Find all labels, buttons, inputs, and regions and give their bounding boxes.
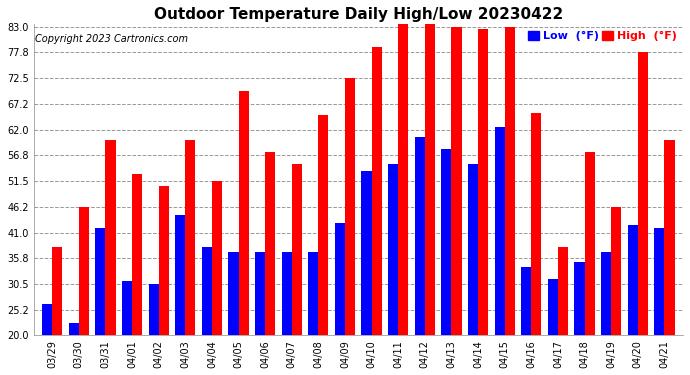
Bar xyxy=(282,252,292,335)
Bar xyxy=(468,164,478,335)
Bar xyxy=(228,252,239,335)
Bar xyxy=(425,24,435,335)
Legend: Low  (°F), High  (°F): Low (°F), High (°F) xyxy=(524,27,681,46)
Bar xyxy=(308,252,318,335)
Bar xyxy=(575,262,584,335)
Bar xyxy=(548,279,558,335)
Bar xyxy=(558,247,568,335)
Bar xyxy=(504,27,515,335)
Bar xyxy=(451,27,462,335)
Bar xyxy=(372,46,382,335)
Bar xyxy=(79,207,89,335)
Bar xyxy=(601,252,611,335)
Bar xyxy=(611,207,621,335)
Bar xyxy=(42,303,52,335)
Bar xyxy=(584,152,595,335)
Bar xyxy=(186,140,195,335)
Bar xyxy=(52,247,62,335)
Bar xyxy=(398,24,408,335)
Bar xyxy=(654,228,664,335)
Bar xyxy=(478,29,489,335)
Bar xyxy=(69,323,79,335)
Bar xyxy=(175,215,186,335)
Bar xyxy=(95,228,106,335)
Bar xyxy=(201,247,212,335)
Text: Copyright 2023 Cartronics.com: Copyright 2023 Cartronics.com xyxy=(35,34,188,44)
Bar xyxy=(388,164,398,335)
Bar xyxy=(265,152,275,335)
Bar xyxy=(122,282,132,335)
Bar xyxy=(442,149,451,335)
Bar xyxy=(345,78,355,335)
Bar xyxy=(362,171,372,335)
Bar xyxy=(664,140,675,335)
Bar xyxy=(292,164,302,335)
Bar xyxy=(212,181,222,335)
Bar xyxy=(159,186,169,335)
Bar xyxy=(255,252,265,335)
Bar xyxy=(628,225,638,335)
Bar xyxy=(239,91,248,335)
Bar xyxy=(132,174,142,335)
Bar xyxy=(638,53,648,335)
Bar xyxy=(495,127,504,335)
Bar xyxy=(521,267,531,335)
Bar xyxy=(148,284,159,335)
Bar xyxy=(415,137,425,335)
Title: Outdoor Temperature Daily High/Low 20230422: Outdoor Temperature Daily High/Low 20230… xyxy=(154,7,563,22)
Bar xyxy=(318,115,328,335)
Bar xyxy=(106,140,115,335)
Bar xyxy=(335,223,345,335)
Bar xyxy=(531,112,542,335)
